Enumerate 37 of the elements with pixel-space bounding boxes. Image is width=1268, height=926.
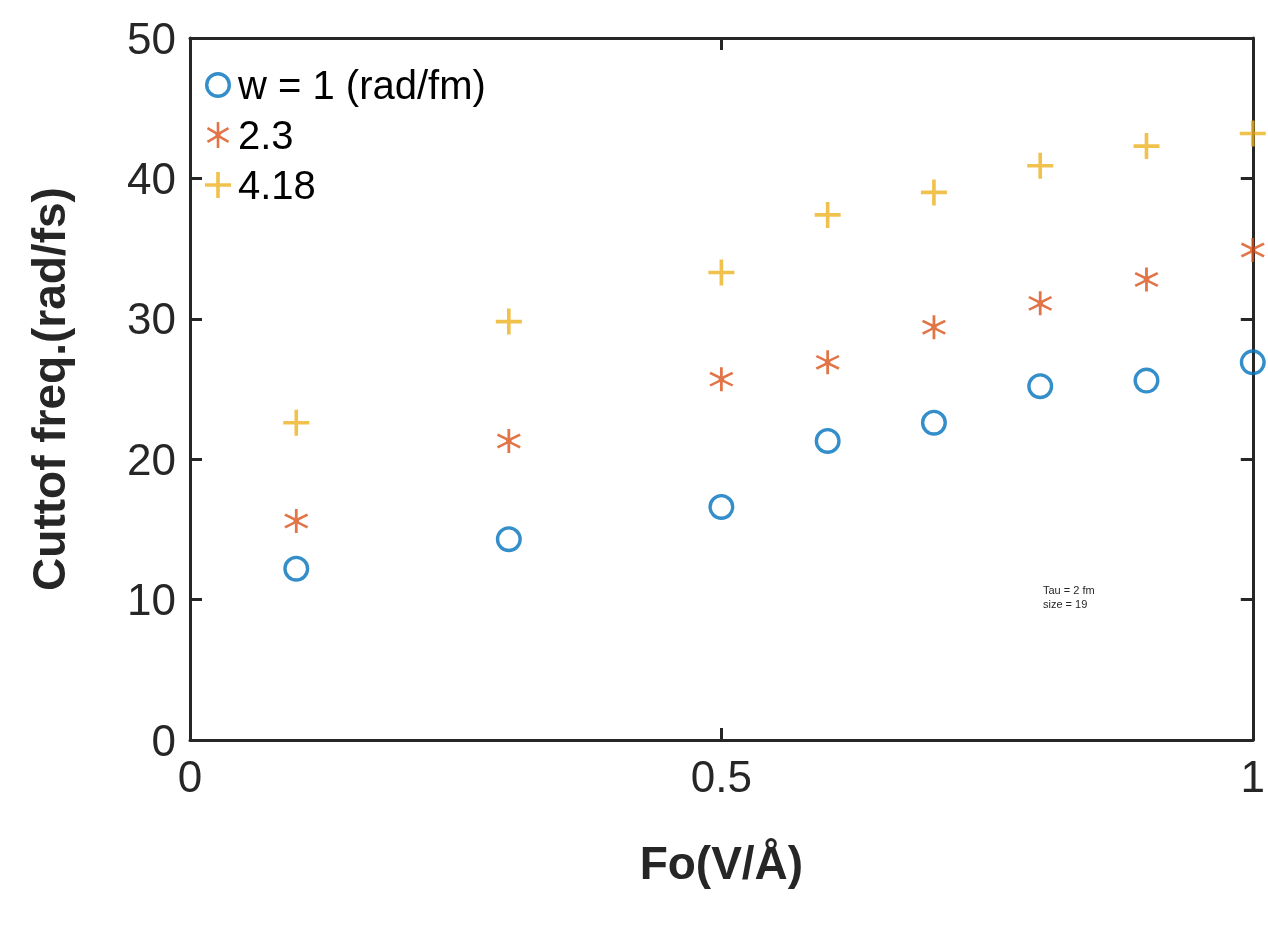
y-tick-label: 30	[127, 294, 176, 344]
point	[1134, 267, 1159, 292]
y-tick-label: 10	[127, 575, 176, 625]
point	[709, 367, 734, 392]
point	[814, 201, 841, 228]
y-axis-title: Cuttof freq.(rad/fs)	[23, 187, 75, 591]
y-tick-label: 50	[127, 13, 176, 63]
y-tick-label: 0	[151, 715, 176, 765]
point	[495, 526, 522, 553]
point	[920, 409, 947, 436]
point	[1133, 367, 1160, 394]
point	[1239, 120, 1266, 147]
point	[1133, 133, 1160, 160]
point	[921, 315, 946, 340]
point	[1027, 373, 1054, 400]
point	[814, 427, 841, 454]
legend-label: 4.18	[238, 163, 316, 207]
x-axis-title: Fo(V/Å)	[639, 837, 804, 889]
x-tick-label: 1	[1240, 751, 1266, 801]
legend-label: w = 1 (rad/fm)	[237, 63, 486, 107]
point	[284, 508, 309, 533]
point	[708, 493, 735, 520]
point	[1240, 238, 1265, 262]
x-tick-label: 0.5	[690, 751, 752, 801]
point	[920, 179, 947, 206]
point	[283, 409, 310, 436]
legend-label: 2.3	[238, 113, 294, 157]
point	[283, 555, 310, 582]
y-tick-label: 40	[127, 153, 176, 203]
point	[815, 350, 840, 375]
point	[495, 308, 522, 335]
point	[1028, 291, 1053, 316]
point	[496, 428, 521, 453]
annotation: Tau = 2 fm size = 19	[1043, 584, 1095, 610]
y-tick-label: 20	[127, 434, 176, 484]
point	[1027, 152, 1054, 179]
point	[1239, 349, 1266, 376]
